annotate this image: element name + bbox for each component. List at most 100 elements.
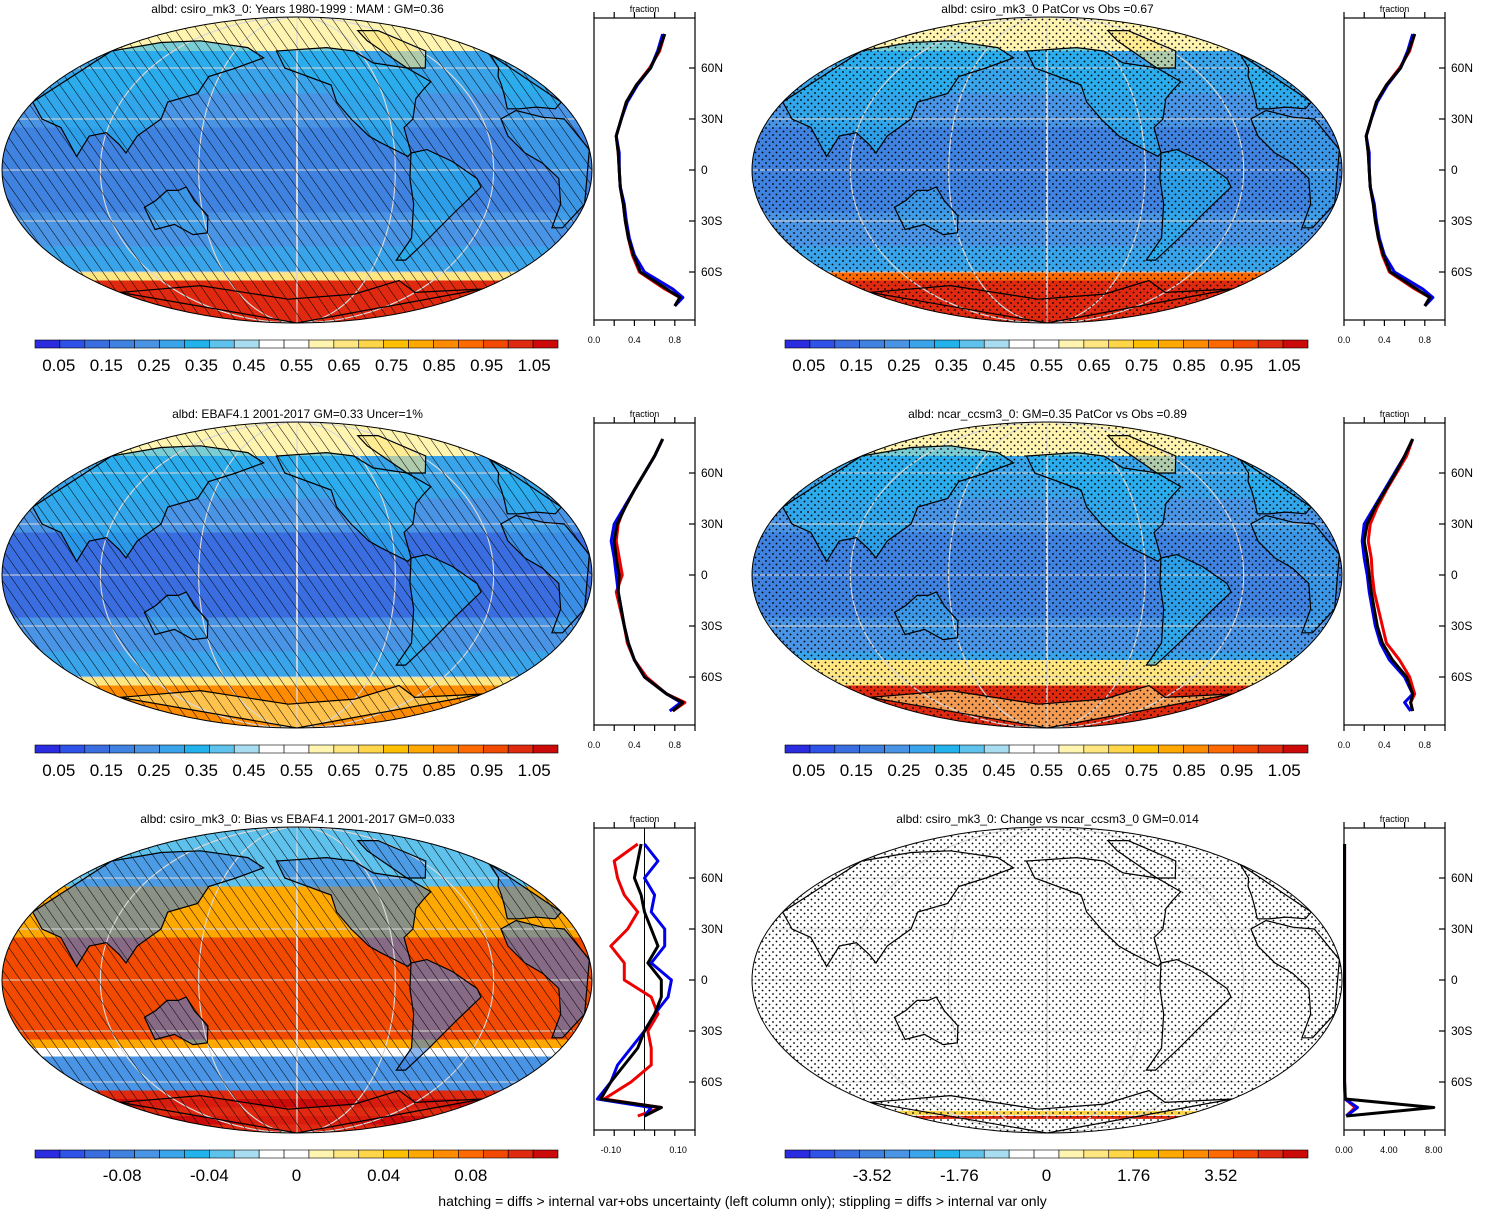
- colorbar-box: [784, 1149, 811, 1159]
- colorbar-box: [532, 1149, 559, 1159]
- colorbar-label: 1.05: [1268, 356, 1301, 375]
- zonal-profile: fraction 0.0 0.4 0.8 60N 30N 0 30S 60S: [588, 4, 723, 345]
- colorbar-label: 0.85: [423, 761, 456, 780]
- colorbar-box: [308, 744, 335, 754]
- colorbar-box: [532, 744, 559, 754]
- colorbar-label: 0.35: [935, 761, 968, 780]
- colorbar-box: [1282, 1149, 1309, 1159]
- profile-xtick-label: 0.4: [1378, 740, 1391, 750]
- colorbar-box: [258, 339, 285, 349]
- profile-ytick-label: 60N: [1451, 61, 1473, 75]
- colorbar-box: [1008, 339, 1035, 349]
- colorbar-box: [1183, 339, 1209, 349]
- colorbar-box: [308, 1149, 335, 1159]
- colorbar-label: 1.05: [518, 356, 551, 375]
- colorbar-box: [834, 744, 861, 754]
- colorbar-label: 0.15: [90, 761, 123, 780]
- profile-ytick-label: 30S: [701, 214, 722, 228]
- panel-canvas: -3.52 -1.76 0 1.76 3.52 fraction 0.00 4.00 8.00 6…: [751, 814, 1473, 1185]
- colorbar-box: [209, 339, 235, 349]
- colorbar-box: [959, 339, 985, 349]
- panel-title: albd: csiro_mk3_0: Change vs ncar_ccsm3_…: [896, 812, 1199, 826]
- colorbar-label: 0.65: [1077, 761, 1110, 780]
- colorbar-box: [84, 1149, 111, 1159]
- colorbar-box: [507, 744, 534, 754]
- colorbar-box: [1108, 744, 1134, 754]
- profile-xtick-label: 0.8: [1419, 740, 1432, 750]
- profile-xtick-label: 0.0: [1338, 335, 1351, 345]
- colorbar-box: [59, 744, 86, 754]
- colorbar-box: [358, 1149, 384, 1159]
- profile-ytick-label: 30S: [1451, 619, 1472, 633]
- colorbar-box: [408, 339, 434, 349]
- colorbar-box: [34, 339, 61, 349]
- profile-title: fraction: [630, 409, 660, 419]
- colorbar-box: [1058, 744, 1085, 754]
- profile-ytick-label: 60N: [1451, 466, 1473, 480]
- colorbar-label: 0.95: [470, 356, 503, 375]
- colorbar-box: [1133, 1149, 1159, 1159]
- panel-3: albd: EBAF4.1 2001-2017 GM=0.33 Uncer=1%…: [0, 405, 742, 809]
- colorbar-box: [283, 1149, 310, 1159]
- colorbar-box: [934, 744, 960, 754]
- colorbar-box: [109, 1149, 135, 1159]
- significance-overlay: [2, 827, 592, 1133]
- colorbar-label: 0.45: [982, 356, 1015, 375]
- colorbar-box: [258, 744, 285, 754]
- profile-ytick-label: 30N: [701, 112, 723, 126]
- colorbar-label: -3.52: [853, 1166, 892, 1185]
- profile-ytick-label: 60S: [1451, 1075, 1472, 1089]
- colorbar-box: [34, 1149, 61, 1159]
- colorbar-box: [983, 339, 1010, 349]
- significance-overlay: [2, 422, 592, 728]
- profile-series-line: [614, 33, 682, 307]
- colorbar-box: [909, 744, 935, 754]
- colorbar-box: [258, 1149, 285, 1159]
- colorbar-label: 0.15: [840, 761, 873, 780]
- colorbar-label: 0.75: [1125, 356, 1158, 375]
- colorbar-box: [134, 1149, 160, 1159]
- colorbar-label: 0.95: [1220, 356, 1253, 375]
- map-field: [2, 17, 592, 323]
- colorbar-box: [1158, 1149, 1184, 1159]
- profile-series-line: [612, 438, 685, 713]
- colorbar-box: [1183, 1149, 1209, 1159]
- profile-xtick-label: 8.00: [1425, 1145, 1443, 1155]
- colorbar-label: 0.55: [1030, 761, 1063, 780]
- map-border: [751, 826, 1343, 1134]
- map-border: [1, 16, 593, 324]
- colorbar-box: [283, 744, 310, 754]
- map-border: [1, 421, 593, 729]
- colorbar-box: [884, 339, 910, 349]
- panel-canvas: 0.05 0.15 0.25 0.35 0.45 0.55 0.65 0.75 0.85 0.95…: [751, 4, 1473, 375]
- colorbar-label: 0.25: [137, 761, 170, 780]
- colorbar-label: 3.52: [1204, 1166, 1237, 1185]
- profile-title: fraction: [1380, 409, 1410, 419]
- profile-series-line: [602, 842, 663, 1118]
- colorbar-box: [233, 339, 260, 349]
- profile-xtick-label: 0.4: [628, 335, 641, 345]
- panel-title: albd: csiro_mk3_0 PatCor vs Obs =0.67: [941, 2, 1154, 16]
- colorbar-box: [1232, 744, 1259, 754]
- significance-overlay: [2, 17, 592, 323]
- colorbar-box: [1282, 339, 1309, 349]
- colorbar-label: 1.05: [518, 761, 551, 780]
- colorbar-label: 0.35: [185, 356, 218, 375]
- colorbar-box: [308, 339, 335, 349]
- panel-title: albd: EBAF4.1 2001-2017 GM=0.33 Uncer=1%: [172, 407, 423, 421]
- colorbar-box: [859, 339, 885, 349]
- colorbar-label: 0: [1042, 1166, 1051, 1185]
- colorbar-box: [1257, 744, 1284, 754]
- colorbar-box: [784, 339, 811, 349]
- colorbar-box: [983, 744, 1010, 754]
- colorbar-box: [358, 744, 384, 754]
- colorbar-box: [884, 1149, 910, 1159]
- colorbar-box: [959, 744, 985, 754]
- zonal-profile: fraction -0.10 0.10 60N 30N 0 30S 60S: [593, 814, 723, 1155]
- profile-series-line: [1343, 844, 1436, 1118]
- colorbar-label: 0.08: [454, 1166, 487, 1185]
- panel-5: albd: csiro_mk3_0: Bias vs EBAF4.1 2001-…: [0, 810, 742, 1214]
- profile-series-line: [1364, 33, 1432, 307]
- panel-title: albd: csiro_mk3_0: Years 1980-1999 : MAM…: [151, 2, 444, 16]
- colorbar-box: [934, 1149, 960, 1159]
